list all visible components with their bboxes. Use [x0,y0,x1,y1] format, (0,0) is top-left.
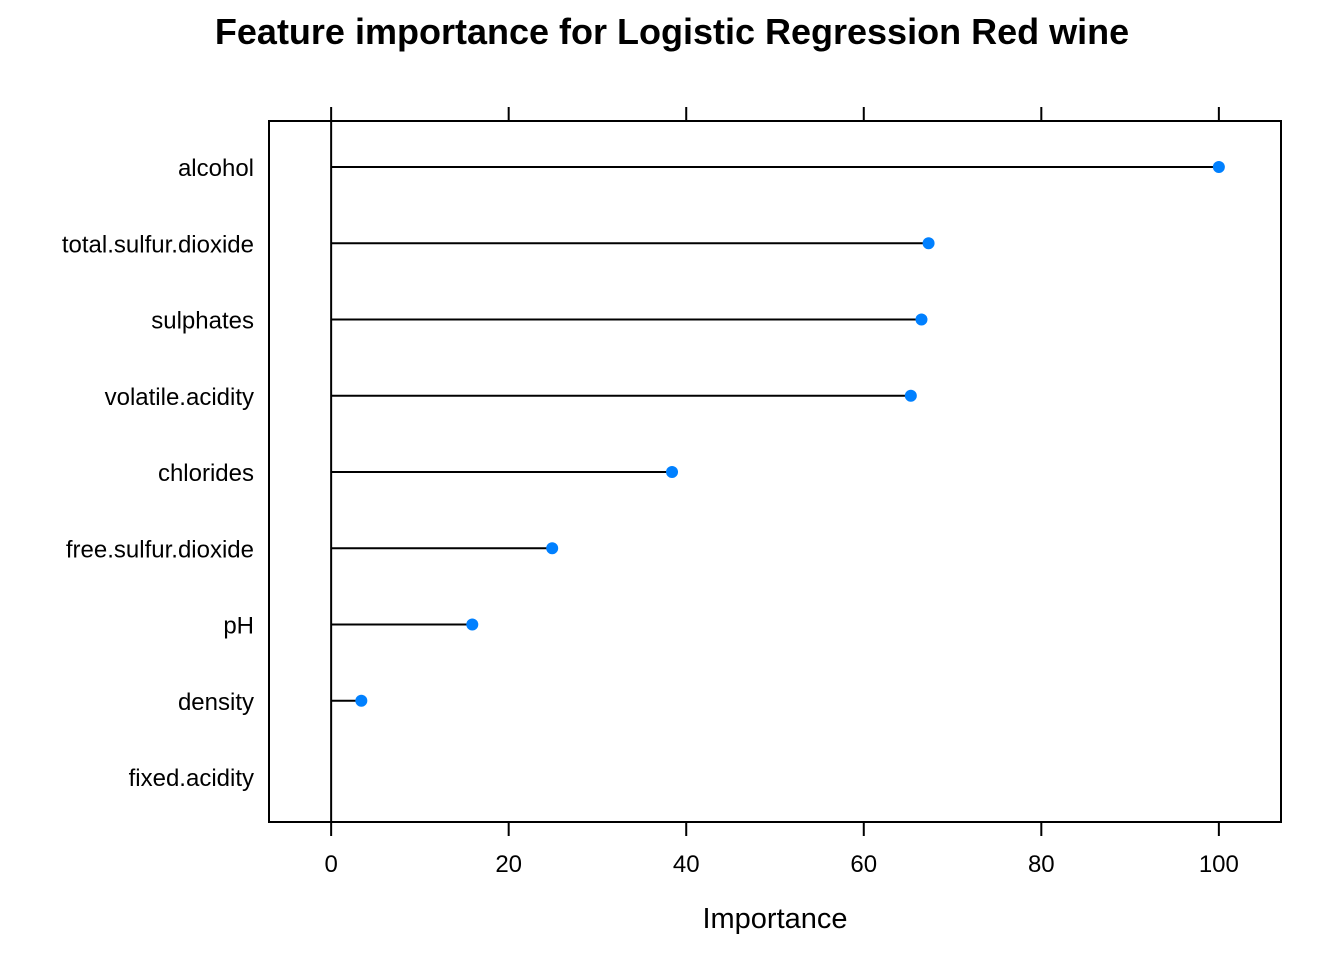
x-axis-title: Importance [702,903,847,935]
chart-title: Feature importance for Logistic Regressi… [215,11,1129,52]
importance-point [1212,161,1225,173]
category-axis: alcohol total.sulfur.dioxide sulphates vola… [62,155,254,792]
importance-point [904,389,917,402]
importance-point [922,237,935,250]
category-label: sulphates [151,308,254,335]
importance-point [355,694,368,707]
x-tick-label: 60 [850,851,877,878]
importance-point [466,618,479,631]
importance-point [666,466,679,478]
x-axis: 0 20 40 60 80 100 [324,107,1239,878]
x-tick-label: 100 [1199,851,1239,878]
importance-point [546,542,559,555]
x-tick-label: 40 [673,851,700,878]
x-tick-label: 80 [1028,851,1055,878]
data-marks [330,121,1225,822]
category-label: free.sulfur.dioxide [66,536,254,563]
x-tick-label: 0 [324,851,337,878]
category-label: density [178,689,254,716]
category-label: fixed.acidity [129,765,254,792]
category-label: alcohol [178,155,254,182]
category-label: volatile.acidity [105,384,254,411]
importance-point [915,313,928,326]
category-label: chlorides [158,460,254,487]
plot-frame [268,120,1282,823]
category-label: total.sulfur.dioxide [62,231,254,258]
x-tick-label: 20 [495,851,522,878]
category-label: pH [223,613,254,640]
